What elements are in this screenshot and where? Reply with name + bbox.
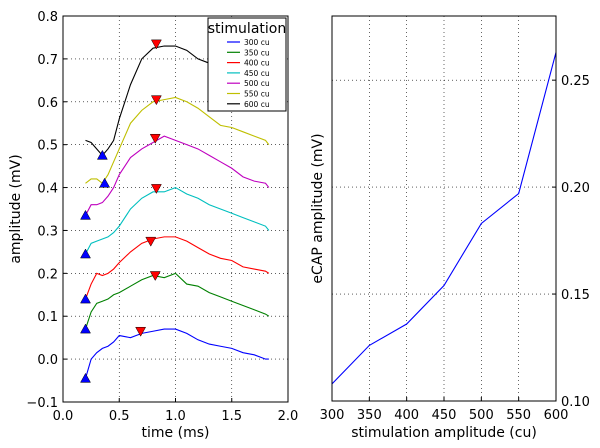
y-axis-label: eCAP amplitude (mV) bbox=[310, 133, 326, 283]
series-550-cu bbox=[85, 95, 270, 188]
x-axis-label: stimulation amplitude (cu) bbox=[351, 425, 537, 441]
y-tick-label: 0.1 bbox=[37, 310, 58, 325]
max-marker bbox=[135, 326, 147, 337]
y-tick-label: 0.8 bbox=[37, 10, 58, 25]
x-tick-label: 600 bbox=[544, 408, 569, 423]
series-300-cu bbox=[80, 326, 269, 383]
legend-label: 400 cu bbox=[244, 59, 270, 68]
y-tick-label: 0.4 bbox=[37, 182, 58, 197]
min-marker bbox=[96, 149, 108, 160]
y-tick-label: 0.6 bbox=[37, 96, 58, 111]
series-line bbox=[85, 135, 270, 216]
left-axes: 0.0 0.5 1.0 1.5 2.0−0.10.00.10.20.30.40.50.6… bbox=[8, 10, 298, 441]
y-tick-label: 0.10 bbox=[561, 395, 590, 410]
legend-box bbox=[207, 17, 287, 112]
min-marker bbox=[80, 293, 91, 304]
x-tick-label: 0.5 bbox=[109, 409, 130, 424]
max-marker bbox=[150, 184, 162, 194]
min-marker bbox=[80, 372, 91, 383]
y-tick-label: 0.7 bbox=[37, 53, 58, 68]
x-axis-label: time (ms) bbox=[142, 425, 210, 441]
plot-frame bbox=[331, 15, 557, 402]
plot-frame bbox=[62, 15, 289, 403]
x-tick-label: 0.0 bbox=[53, 409, 74, 424]
x-tick-label: 500 bbox=[469, 408, 494, 423]
min-marker bbox=[80, 248, 91, 259]
y-tick-label: 0.2 bbox=[37, 267, 58, 282]
y-tick-label: 0.0 bbox=[37, 353, 58, 368]
max-marker bbox=[149, 133, 161, 144]
min-marker bbox=[80, 323, 91, 334]
max-marker bbox=[149, 271, 161, 281]
series-line bbox=[85, 186, 270, 255]
x-tick-label: 350 bbox=[357, 408, 382, 423]
series-500-cu bbox=[80, 133, 270, 220]
series-350-cu bbox=[80, 271, 270, 334]
series-line bbox=[84, 272, 270, 330]
x-tick-label: 450 bbox=[432, 408, 457, 423]
y-tick-label: 0.25 bbox=[561, 74, 590, 89]
legend-label: 350 cu bbox=[244, 48, 270, 57]
x-tick-label: 300 bbox=[320, 408, 345, 423]
min-marker bbox=[80, 209, 91, 220]
max-marker bbox=[150, 95, 162, 106]
y-tick-label: −0.1 bbox=[26, 396, 58, 411]
legend-label: 550 cu bbox=[244, 90, 270, 99]
series-line bbox=[84, 328, 269, 379]
legend-label: 500 cu bbox=[244, 79, 270, 88]
x-tick-label: 2.0 bbox=[278, 409, 299, 424]
legend-label: 600 cu bbox=[244, 100, 270, 109]
y-tick-label: 0.20 bbox=[561, 181, 590, 196]
x-tick-label: 550 bbox=[506, 408, 531, 423]
ecap-line bbox=[331, 52, 557, 385]
y-tick-label: 0.15 bbox=[561, 288, 590, 303]
series-450-cu bbox=[80, 184, 270, 259]
legend-label: 450 cu bbox=[244, 69, 270, 78]
legend-label: 300 cu bbox=[244, 38, 270, 47]
y-tick-label: 0.3 bbox=[37, 224, 58, 239]
series-line bbox=[84, 236, 270, 300]
y-tick-label: 0.5 bbox=[37, 139, 58, 154]
min-marker bbox=[99, 177, 111, 188]
max-marker bbox=[150, 39, 162, 50]
x-tick-label: 1.0 bbox=[165, 409, 186, 424]
legend-title: stimulation bbox=[208, 21, 286, 37]
y-axis-label: amplitude (mV) bbox=[8, 154, 24, 263]
series-400-cu bbox=[80, 236, 270, 304]
x-tick-label: 400 bbox=[394, 408, 419, 423]
x-tick-label: 1.5 bbox=[221, 409, 242, 424]
max-marker bbox=[145, 236, 157, 247]
